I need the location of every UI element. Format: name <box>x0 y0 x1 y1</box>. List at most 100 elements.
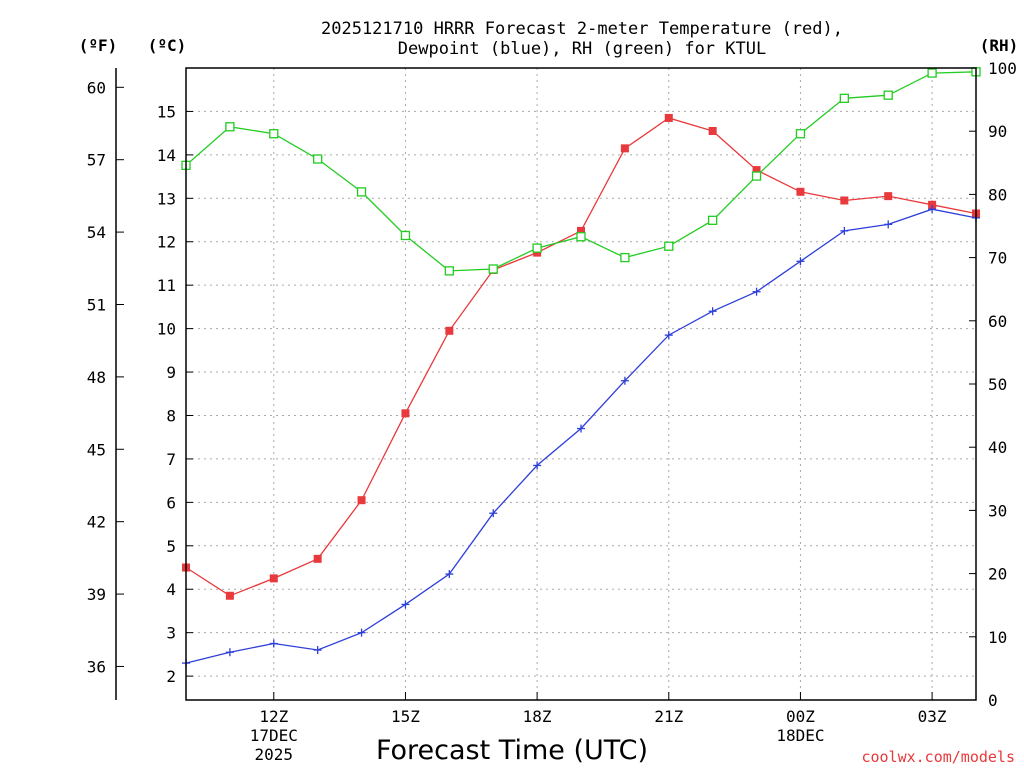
data-point <box>400 230 411 241</box>
fahrenheit-tick-label: 54 <box>87 223 106 242</box>
data-point <box>620 252 630 263</box>
data-point <box>884 220 893 229</box>
x-axis-title: Forecast Time (UTC) <box>376 735 648 766</box>
celsius-tick-label: 7 <box>166 450 176 469</box>
data-point <box>840 226 849 235</box>
data-point <box>664 113 673 122</box>
data-point <box>708 215 718 225</box>
data-point <box>664 331 673 340</box>
chart-title-line1: 2025121710 HRRR Forecast 2-meter Tempera… <box>321 19 843 39</box>
data-point <box>445 326 454 335</box>
data-point <box>839 93 849 103</box>
fahrenheit-unit-label: (ºF) <box>79 36 118 55</box>
series-line <box>185 117 977 597</box>
x-tick-label: 00Z <box>786 707 815 726</box>
data-point <box>708 307 717 316</box>
fahrenheit-tick-label: 60 <box>87 78 106 97</box>
rh-tick-label: 70 <box>988 249 1007 268</box>
x-tick-year-label: 2025 <box>255 745 294 764</box>
plot-frame <box>185 67 977 701</box>
data-point <box>313 554 322 563</box>
data-point <box>576 232 586 242</box>
x-tick-label: 21Z <box>654 707 683 726</box>
rh-unit-label: (RH) <box>980 36 1019 55</box>
rh-tick-label: 30 <box>988 501 1007 520</box>
data-point <box>269 129 279 139</box>
data-point <box>533 461 542 470</box>
rh-tick-label: 90 <box>988 122 1007 141</box>
celsius-tick-label: 15 <box>157 102 176 121</box>
rh-tick-label: 60 <box>988 312 1007 331</box>
fahrenheit-tick-label: 39 <box>87 585 106 604</box>
celsius-tick-label: 5 <box>166 537 176 556</box>
data-point <box>356 187 367 197</box>
data-point <box>225 122 235 132</box>
axes: 2345678910111213141536394245485154576001… <box>87 59 1017 764</box>
data-point <box>357 628 366 637</box>
data-point <box>225 591 234 600</box>
rh-tick-label: 80 <box>988 185 1007 204</box>
data-point <box>751 171 762 181</box>
data-point <box>488 264 498 274</box>
fahrenheit-tick-label: 42 <box>87 513 106 532</box>
data-point <box>313 646 322 655</box>
celsius-tick-label: 4 <box>166 580 176 599</box>
data-point <box>577 226 585 235</box>
data-point <box>664 241 674 251</box>
data-point <box>708 126 717 135</box>
celsius-tick-label: 13 <box>157 189 176 208</box>
data-point <box>620 376 629 385</box>
x-tick-label: 03Z <box>918 707 947 726</box>
credit-label: coolwx.com/models <box>861 748 1015 766</box>
rh-tick-label: 50 <box>988 375 1007 394</box>
x-tick-label: 18Z <box>523 707 552 726</box>
fahrenheit-tick-label: 36 <box>87 657 106 676</box>
data-point <box>269 574 278 583</box>
data-point <box>883 90 893 100</box>
x-tick-label: 15Z <box>391 707 420 726</box>
series-relative-humidity <box>181 67 981 276</box>
rh-tick-label: 0 <box>988 691 998 710</box>
chart-title-line2: Dewpoint (blue), RH (green) for KTUL <box>398 39 766 59</box>
fahrenheit-tick-label: 57 <box>87 151 106 170</box>
data-point <box>445 570 454 579</box>
grid-lines <box>186 68 976 700</box>
data-point <box>401 600 410 609</box>
celsius-tick-label: 8 <box>166 406 176 425</box>
data-point <box>313 154 323 164</box>
data-point <box>796 187 805 196</box>
fahrenheit-tick-label: 48 <box>87 368 106 387</box>
celsius-tick-label: 3 <box>166 624 176 643</box>
data-point <box>795 129 806 139</box>
celsius-tick-label: 9 <box>166 363 176 382</box>
data-point <box>884 192 893 201</box>
fahrenheit-tick-label: 45 <box>87 440 106 459</box>
data-point <box>401 409 410 418</box>
celsius-tick-label: 11 <box>157 276 176 295</box>
data-point <box>752 166 761 175</box>
data-point <box>489 509 498 518</box>
data-point <box>444 266 454 276</box>
rh-tick-label: 20 <box>988 565 1007 584</box>
series-temperature <box>182 113 980 600</box>
x-tick-label: 12Z <box>259 707 288 726</box>
x-tick-date-label: 18DEC <box>776 726 824 745</box>
celsius-tick-label: 6 <box>166 493 176 512</box>
data-point <box>577 424 585 433</box>
fahrenheit-tick-label: 51 <box>87 295 106 314</box>
data-point <box>840 196 849 205</box>
rh-tick-label: 10 <box>988 628 1007 647</box>
data-point <box>620 144 629 153</box>
data-point <box>752 287 761 296</box>
celsius-tick-label: 12 <box>157 233 176 252</box>
data-point <box>796 257 805 266</box>
celsius-tick-label: 14 <box>157 146 176 165</box>
data-point <box>532 243 542 253</box>
series-line <box>185 208 977 664</box>
data-point <box>225 648 234 657</box>
data-point <box>269 639 278 648</box>
rh-tick-label: 100 <box>988 59 1017 78</box>
celsius-tick-label: 10 <box>157 320 176 339</box>
rh-tick-label: 40 <box>988 438 1007 457</box>
